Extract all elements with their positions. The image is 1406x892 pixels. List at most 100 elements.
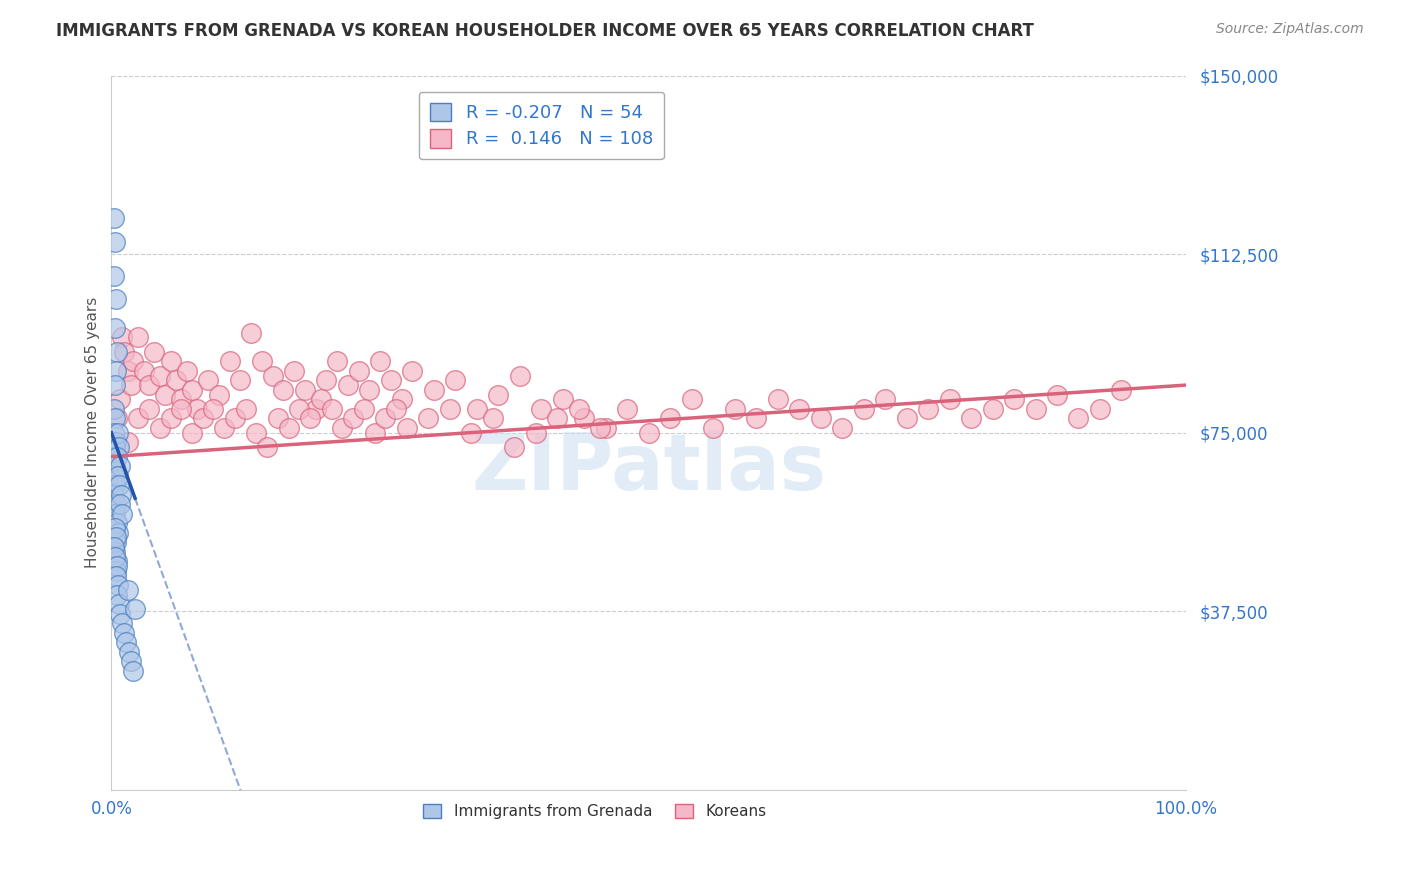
Point [197, 373, 219, 387]
Point [132, 364, 155, 378]
Point [896, 411, 918, 425]
Point [170, 401, 193, 416]
Point [186, 401, 208, 416]
Point [374, 411, 396, 425]
Point [108, 392, 131, 407]
Point [304, 401, 326, 416]
Point [104, 411, 127, 425]
Point [551, 392, 574, 407]
Point [104, 507, 127, 521]
Point [103, 401, 125, 416]
Point [363, 425, 385, 440]
Point [359, 383, 381, 397]
Text: IMMIGRANTS FROM GRENADA VS KOREAN HOUSEHOLDER INCOME OVER 65 YEARS CORRELATION C: IMMIGRANTS FROM GRENADA VS KOREAN HOUSEH… [56, 22, 1035, 40]
Point [103, 211, 125, 226]
Point [108, 607, 131, 621]
Point [235, 401, 257, 416]
Point [108, 597, 131, 611]
Point [149, 368, 172, 383]
Point [574, 411, 596, 425]
Point [875, 392, 897, 407]
Point [724, 401, 747, 416]
Point [104, 568, 127, 582]
Point [659, 411, 682, 425]
Point [509, 368, 531, 383]
Point [1067, 411, 1090, 425]
Point [104, 435, 127, 450]
Point [299, 411, 322, 425]
Point [105, 411, 128, 425]
Point [245, 425, 267, 440]
Point [165, 373, 187, 387]
Point [104, 293, 127, 307]
Point [105, 450, 128, 464]
Point [530, 401, 553, 416]
Point [103, 540, 125, 554]
Point [637, 425, 659, 440]
Point [332, 421, 354, 435]
Point [380, 373, 402, 387]
Point [159, 354, 181, 368]
Point [117, 582, 139, 597]
Y-axis label: Householder Income Over 65 years: Householder Income Over 65 years [86, 297, 100, 568]
Point [104, 458, 127, 473]
Point [294, 383, 316, 397]
Point [766, 392, 789, 407]
Point [107, 525, 129, 540]
Point [321, 401, 343, 416]
Point [104, 545, 127, 559]
Point [212, 421, 235, 435]
Point [546, 411, 568, 425]
Point [117, 435, 139, 450]
Point [138, 401, 160, 416]
Point [103, 488, 125, 502]
Point [1002, 392, 1025, 407]
Point [309, 392, 332, 407]
Point [104, 440, 127, 454]
Point [256, 440, 278, 454]
Point [105, 473, 128, 487]
Point [347, 364, 370, 378]
Text: ZIPatlas: ZIPatlas [471, 431, 827, 507]
Point [208, 387, 231, 401]
Point [917, 401, 939, 416]
Point [240, 326, 263, 340]
Point [1024, 401, 1046, 416]
Point [104, 364, 127, 378]
Point [342, 411, 364, 425]
Point [111, 616, 134, 631]
Point [108, 458, 131, 473]
Point [103, 425, 125, 440]
Point [170, 392, 193, 407]
Point [181, 383, 204, 397]
Point [229, 373, 252, 387]
Point [444, 373, 467, 387]
Point [202, 401, 225, 416]
Point [104, 378, 127, 392]
Point [616, 401, 638, 416]
Point [568, 401, 591, 416]
Point [503, 440, 526, 454]
Point [1046, 387, 1069, 401]
Point [159, 411, 181, 425]
Point [103, 450, 125, 464]
Point [681, 392, 703, 407]
Point [810, 411, 832, 425]
Point [104, 549, 127, 564]
Point [143, 344, 166, 359]
Point [283, 364, 305, 378]
Point [107, 425, 129, 440]
Point [127, 411, 149, 425]
Point [465, 401, 488, 416]
Point [176, 364, 198, 378]
Point [104, 564, 127, 578]
Point [486, 387, 509, 401]
Point [105, 516, 128, 531]
Point [218, 354, 240, 368]
Point [1088, 401, 1111, 416]
Point [111, 330, 134, 344]
Point [787, 401, 810, 416]
Point [108, 478, 131, 492]
Point [401, 364, 423, 378]
Point [702, 421, 724, 435]
